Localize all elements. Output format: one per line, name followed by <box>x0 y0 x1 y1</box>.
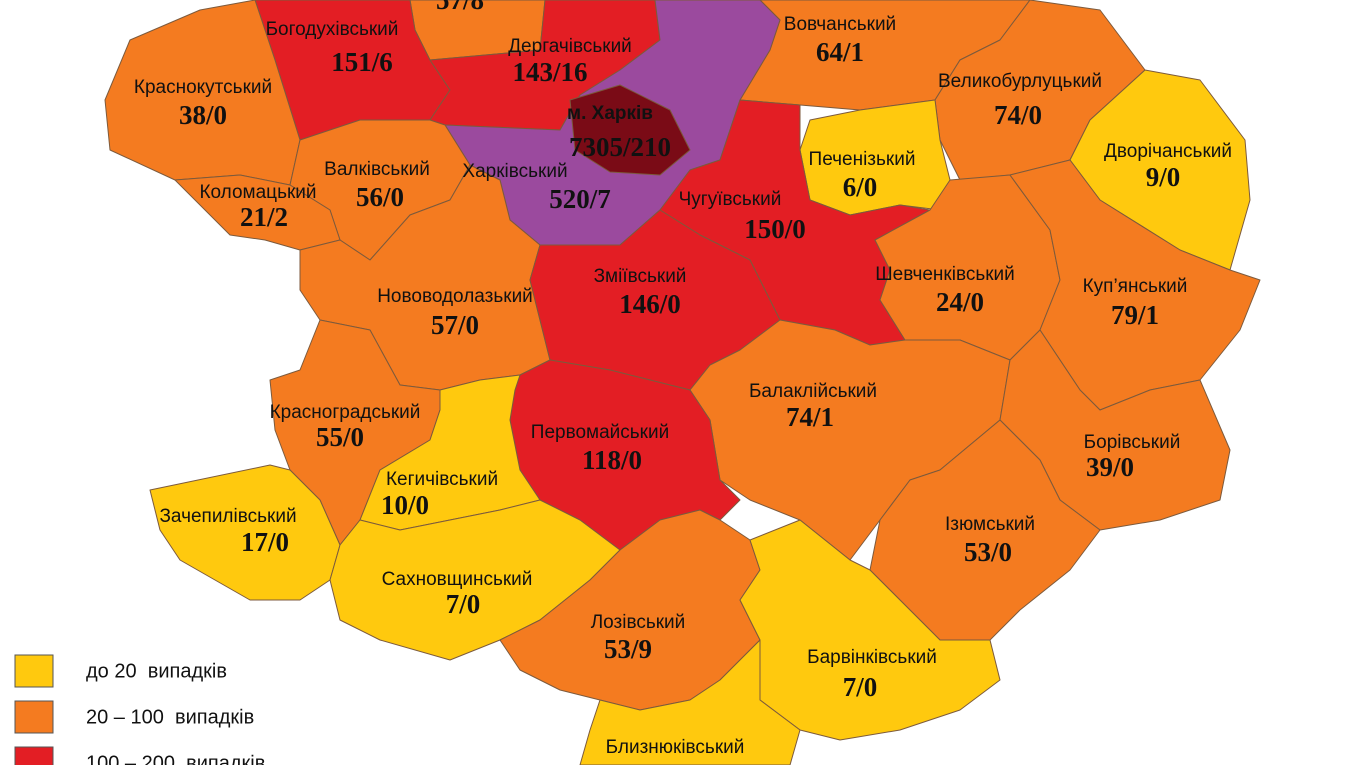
region-name: Шевченківський <box>875 264 1015 285</box>
region-stats: 150/0 <box>744 214 806 244</box>
labels: 57/8 Богодухівський 151/6 Краснокутський38/… <box>134 0 1232 758</box>
region-stats: 55/0 <box>316 422 364 452</box>
region-stats: 143/16 <box>512 57 587 87</box>
region-shape <box>869 419 1101 641</box>
region-shape <box>579 639 801 765</box>
region-name: Зміївський <box>594 266 687 287</box>
region-name: Близнюківський <box>606 737 745 758</box>
region-name: Чугуївський <box>679 189 782 210</box>
region-name: Нововодолазький <box>377 286 533 307</box>
regions <box>104 0 1261 765</box>
region-stats: 7/0 <box>843 672 878 702</box>
region-name: Лозівський <box>591 612 686 633</box>
region-stats: 151/6 <box>331 47 393 77</box>
region-stats: 10/0 <box>381 490 429 520</box>
region-stats: 118/0 <box>582 445 642 475</box>
region-stats: 9/0 <box>1146 162 1181 192</box>
legend-swatch <box>14 746 54 765</box>
region-stats: 64/1 <box>816 37 864 67</box>
region-stats: 7305/210 <box>569 132 671 162</box>
region-stats: 79/1 <box>1111 300 1159 330</box>
region-stats: 520/7 <box>549 184 611 214</box>
legend-label: 20 – 100 випадків <box>86 706 254 728</box>
region-name: м. Харків <box>567 103 653 124</box>
legend-label: 100 – 200 випадків <box>86 752 265 765</box>
region-stats: 39/0 <box>1086 452 1134 482</box>
region-stats: 57/0 <box>431 310 479 340</box>
region-name: Дергачівський <box>508 36 632 57</box>
region-name: Сахновщинський <box>382 569 533 590</box>
region-shape <box>739 519 1001 741</box>
region-name: Красноградський <box>270 402 421 423</box>
region-name: Великобурлуцький <box>938 71 1102 92</box>
region-name: Барвінківський <box>807 647 937 668</box>
region-stats: 57/8 <box>436 0 484 15</box>
region-stats: 7/0 <box>446 589 481 619</box>
region-name: Вовчанський <box>784 14 896 35</box>
region-name: Первомайський <box>531 422 669 443</box>
region-stats: 74/0 <box>994 100 1042 130</box>
region-name: Борівський <box>1084 432 1181 453</box>
region-stats: 21/2 <box>240 202 288 232</box>
legend-label: до 20 випадків <box>86 660 227 682</box>
region-stats: 6/0 <box>843 172 878 202</box>
region-name: Кегичівський <box>386 469 498 490</box>
region-stats: 17/0 <box>241 527 289 557</box>
region-stats: 38/0 <box>179 100 227 130</box>
region-name: Куп’янський <box>1083 276 1188 297</box>
region-stats: 74/1 <box>786 402 834 432</box>
legend-swatch <box>14 700 54 734</box>
region-shape <box>569 84 691 176</box>
legend: до 20 випадків 20 – 100 випадків 100 – 2… <box>14 654 265 765</box>
region-stats: 53/0 <box>964 537 1012 567</box>
region-name: Богодухівський <box>266 19 399 40</box>
region-name: Харківський <box>462 161 567 182</box>
region-stats: 53/9 <box>604 634 652 664</box>
region-name: Балаклійський <box>749 381 877 402</box>
region-stats: 56/0 <box>356 182 404 212</box>
region-name: Краснокутський <box>134 77 272 98</box>
region-stats: 146/0 <box>619 289 681 319</box>
region-name: Коломацький <box>199 182 316 203</box>
region-name: Ізюмський <box>945 514 1035 535</box>
region-name: Дворічанський <box>1104 141 1232 162</box>
region-stats: 24/0 <box>936 287 984 317</box>
region-name: Валківський <box>324 159 430 180</box>
region-name: Зачепилівський <box>159 506 296 527</box>
legend-swatch <box>14 654 54 688</box>
region-name: Печенізький <box>809 149 916 170</box>
